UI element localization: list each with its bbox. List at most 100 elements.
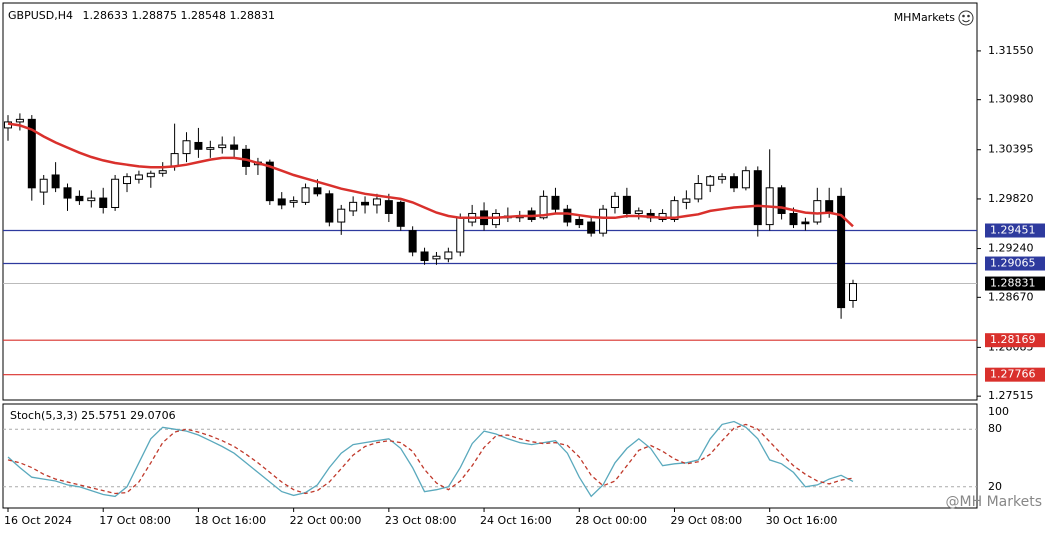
candle-body (51, 174, 60, 189)
candle-body (587, 221, 596, 234)
candle-body (706, 176, 715, 186)
y-tick-label: 80 (988, 422, 1002, 435)
candle-body (599, 208, 608, 234)
candle-body (539, 195, 548, 219)
candle-body (777, 187, 786, 214)
stoch-line (7, 423, 854, 495)
current-price-label: 1.28831 (990, 277, 1036, 290)
level-label-box (985, 333, 1045, 348)
candle-body (753, 170, 762, 226)
candle-body (134, 174, 143, 180)
candle-body (444, 251, 453, 260)
y-tick-label: 1.30980 (988, 93, 1034, 106)
marks: 1.31550 1.30980 1.30395 1.29820 1.29240 1.286… (3, 44, 1045, 527)
stoch-title: Stoch(5,3,3) (10, 409, 78, 422)
symbol: GBPUSD,H4 (8, 9, 73, 22)
price-panel (2, 2, 978, 401)
candle-body (372, 198, 381, 206)
stoch-header: Stoch(5,3,3) 25.5751 29.0706 (10, 409, 176, 422)
candle-body (634, 210, 643, 214)
candle-body (230, 144, 239, 150)
high-value: 1.28875 (131, 9, 177, 22)
candle-body (15, 118, 24, 123)
candle-body (75, 195, 84, 202)
y-tick-label: 1.30395 (988, 143, 1034, 156)
candle-body (694, 183, 703, 200)
candle-body (456, 217, 465, 253)
candle-body (801, 221, 810, 225)
x-tick-label: 29 Oct 08:00 (670, 514, 742, 527)
moving-average (7, 122, 854, 228)
smiley-icon (958, 10, 974, 26)
candle-body (384, 200, 393, 214)
candle-body (849, 283, 857, 301)
level-label-box (985, 223, 1045, 238)
candle-body (432, 255, 441, 260)
open-value: 1.28633 (82, 9, 128, 22)
candle-body (729, 176, 738, 189)
x-tick-label: 22 Oct 00:00 (290, 514, 362, 527)
x-tick-label: 23 Oct 08:00 (385, 514, 457, 527)
level-label: 1.29065 (990, 257, 1036, 270)
stoch-signal-value: 29.0706 (130, 409, 176, 422)
candle-body (408, 230, 417, 253)
candle-body (206, 147, 215, 150)
x-tick-label: 17 Oct 08:00 (99, 514, 171, 527)
candle-body (301, 187, 310, 203)
x-tick-label: 28 Oct 00:00 (575, 514, 647, 527)
close-value: 1.28831 (229, 9, 275, 22)
candle-body (610, 195, 619, 208)
candle-body (170, 153, 179, 167)
candle-body (146, 172, 155, 178)
x-tick-label: 16 Oct 2024 (4, 514, 72, 527)
candle-body (277, 198, 286, 206)
low-value: 1.28548 (180, 9, 226, 22)
candle-body (361, 201, 370, 206)
y-tick-label: 1.28670 (988, 290, 1034, 303)
x-tick-label: 30 Oct 16:00 (766, 514, 838, 527)
candle-body (349, 201, 358, 212)
candle-body (27, 118, 36, 189)
candle-body (182, 140, 191, 155)
candle-body (325, 193, 334, 223)
x-tick-label: 24 Oct 16:00 (480, 514, 552, 527)
candle-body (741, 170, 750, 189)
candle-body (39, 178, 48, 193)
level-label-box (985, 256, 1045, 271)
candle-body (575, 218, 584, 226)
candle-body (622, 195, 631, 214)
level-label: 1.27766 (990, 368, 1036, 381)
brand: MHMarkets (894, 11, 956, 24)
candle-body (87, 197, 96, 202)
level-label: 1.28169 (990, 333, 1036, 346)
stoch-main-value: 25.5751 (81, 409, 127, 422)
y-tick-label: 1.27515 (988, 389, 1034, 402)
candle-body (813, 200, 822, 223)
candle-body (99, 197, 108, 208)
candle-body (789, 212, 798, 226)
candle-body (242, 148, 251, 167)
x-tick-label: 18 Oct 16:00 (194, 514, 266, 527)
level-label-box (985, 367, 1045, 382)
watermark: @MH Markets (946, 494, 1042, 510)
stoch-line (7, 420, 854, 498)
y-tick-label: 1.31550 (988, 44, 1034, 57)
price-header: GBPUSD,H4 1.28633 1.28875 1.28548 1.2883… (8, 9, 275, 22)
candle-body (289, 200, 298, 203)
candle-body (420, 251, 429, 262)
candle-body (563, 208, 572, 223)
candle-body (670, 200, 679, 220)
candle-body (313, 187, 322, 195)
candle-body (111, 178, 120, 208)
candle-body (123, 176, 132, 185)
candle-body (63, 187, 72, 199)
y-tick-label: 100 (988, 405, 1009, 418)
y-tick-label: 1.29240 (988, 242, 1034, 255)
candle-body (718, 176, 727, 180)
candle-body (194, 141, 203, 150)
candle-body (158, 170, 167, 174)
y-tick-label: 1.29820 (988, 192, 1034, 205)
candle-body (682, 198, 691, 203)
